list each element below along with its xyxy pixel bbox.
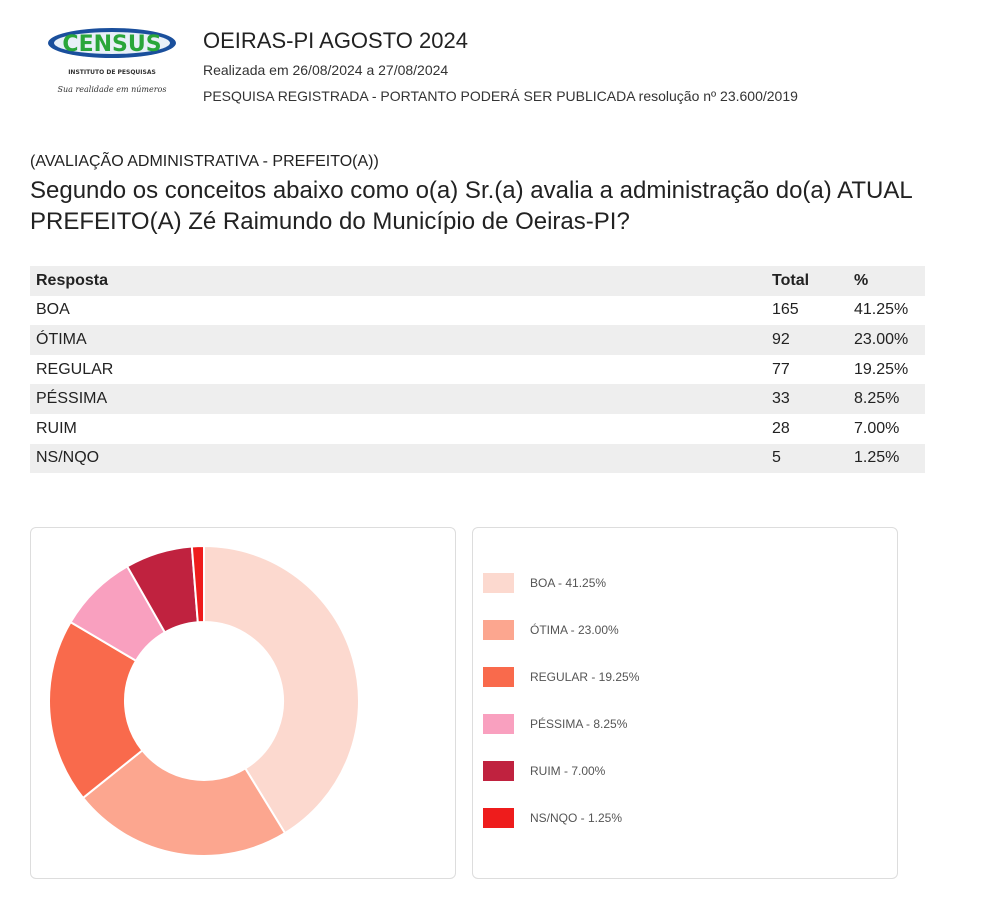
report-title: OEIRAS-PI AGOSTO 2024 bbox=[203, 28, 468, 53]
cell-resposta: REGULAR bbox=[36, 360, 114, 378]
cell-resposta: RUIM bbox=[36, 419, 77, 437]
cell-percent: 7.00% bbox=[854, 419, 900, 437]
table-row: PÉSSIMA 33 8.25% bbox=[30, 384, 925, 414]
results-table: Resposta Total % BOA 165 41.25% ÓTIMA 92 23.… bbox=[30, 266, 925, 474]
table-header: Resposta Total % bbox=[30, 266, 925, 296]
svg-text:Sua realidade em números: Sua realidade em números bbox=[58, 85, 167, 94]
header-percent: % bbox=[848, 266, 925, 296]
legend-swatch bbox=[483, 573, 514, 593]
donut-chart bbox=[48, 544, 360, 857]
legend-swatch bbox=[483, 714, 514, 734]
legend-item: NS/NQO - 1.25% bbox=[483, 808, 622, 828]
table-row: RUIM 28 7.00% bbox=[30, 414, 925, 444]
legend-label: PÉSSIMA - 8.25% bbox=[530, 717, 628, 731]
svg-text:CENSUS: CENSUS bbox=[62, 32, 161, 57]
table-row: ÓTIMA 92 23.00% bbox=[30, 325, 925, 355]
legend-item: REGULAR - 19.25% bbox=[483, 667, 639, 687]
cell-percent: 1.25% bbox=[848, 443, 925, 474]
cell-total: 165 bbox=[772, 301, 799, 319]
legend-item: PÉSSIMA - 8.25% bbox=[483, 714, 627, 734]
donut-slice-regular bbox=[48, 620, 144, 800]
cell-total: 5 bbox=[766, 443, 848, 474]
question-text: Segundo os conceitos abaixo como o(a) Sr… bbox=[30, 177, 912, 235]
registration-note: PESQUISA REGISTRADA - PORTANTO PODERÁ SE… bbox=[203, 88, 798, 104]
legend-swatch bbox=[483, 620, 514, 640]
cell-total: 33 bbox=[766, 384, 848, 414]
question-category: (AVALIAÇÃO ADMINISTRATIVA - PREFEITO(A)) bbox=[30, 153, 379, 170]
legend-item: BOA - 41.25% bbox=[483, 573, 606, 593]
legend-label: REGULAR - 19.25% bbox=[530, 670, 640, 684]
legend-item: ÓTIMA - 23.00% bbox=[483, 620, 619, 640]
cell-percent: 41.25% bbox=[854, 301, 909, 319]
legend-swatch bbox=[483, 761, 514, 781]
donut-chart-card bbox=[30, 527, 456, 879]
header-resposta: Resposta bbox=[30, 266, 766, 296]
cell-resposta: ÓTIMA bbox=[30, 325, 766, 355]
legend-label: NS/NQO - 1.25% bbox=[530, 811, 623, 825]
cell-total: 28 bbox=[772, 419, 790, 437]
cell-resposta: NS/NQO bbox=[30, 443, 766, 474]
cell-resposta: PÉSSIMA bbox=[30, 384, 766, 414]
svg-text:INSTITUTO DE PESQUISAS: INSTITUTO DE PESQUISAS bbox=[68, 69, 156, 76]
legend-card: BOA - 41.25% ÓTIMA - 23.00% REGULAR - 19.2… bbox=[472, 527, 898, 879]
cell-total: 92 bbox=[766, 325, 848, 355]
table-row: REGULAR 77 19.25% bbox=[30, 355, 925, 385]
table-row: NS/NQO 5 1.25% bbox=[30, 443, 925, 474]
donut-slice-ns-nqo bbox=[190, 544, 205, 624]
legend-swatch bbox=[483, 808, 514, 828]
cell-percent: 19.25% bbox=[854, 360, 909, 378]
cell-percent: 23.00% bbox=[848, 325, 925, 355]
legend-label: BOA - 41.25% bbox=[530, 576, 607, 590]
legend-swatch bbox=[483, 667, 514, 687]
cell-total: 77 bbox=[772, 360, 790, 378]
legend-item: RUIM - 7.00% bbox=[483, 761, 605, 781]
census-logo: CENSUS INSTITUTO DE PESQUISAS Sua realid… bbox=[48, 28, 176, 94]
cell-percent: 8.25% bbox=[848, 384, 925, 414]
report-dates: Realizada em 26/08/2024 a 27/08/2024 bbox=[203, 62, 449, 78]
donut-slice-boa bbox=[203, 544, 360, 835]
donut-slice--tima bbox=[81, 748, 287, 857]
cell-resposta: BOA bbox=[36, 301, 70, 319]
table-row: BOA 165 41.25% bbox=[30, 296, 925, 326]
header-total: Total bbox=[766, 266, 848, 296]
legend-label: RUIM - 7.00% bbox=[530, 764, 606, 778]
legend-label: ÓTIMA - 23.00% bbox=[530, 623, 619, 637]
